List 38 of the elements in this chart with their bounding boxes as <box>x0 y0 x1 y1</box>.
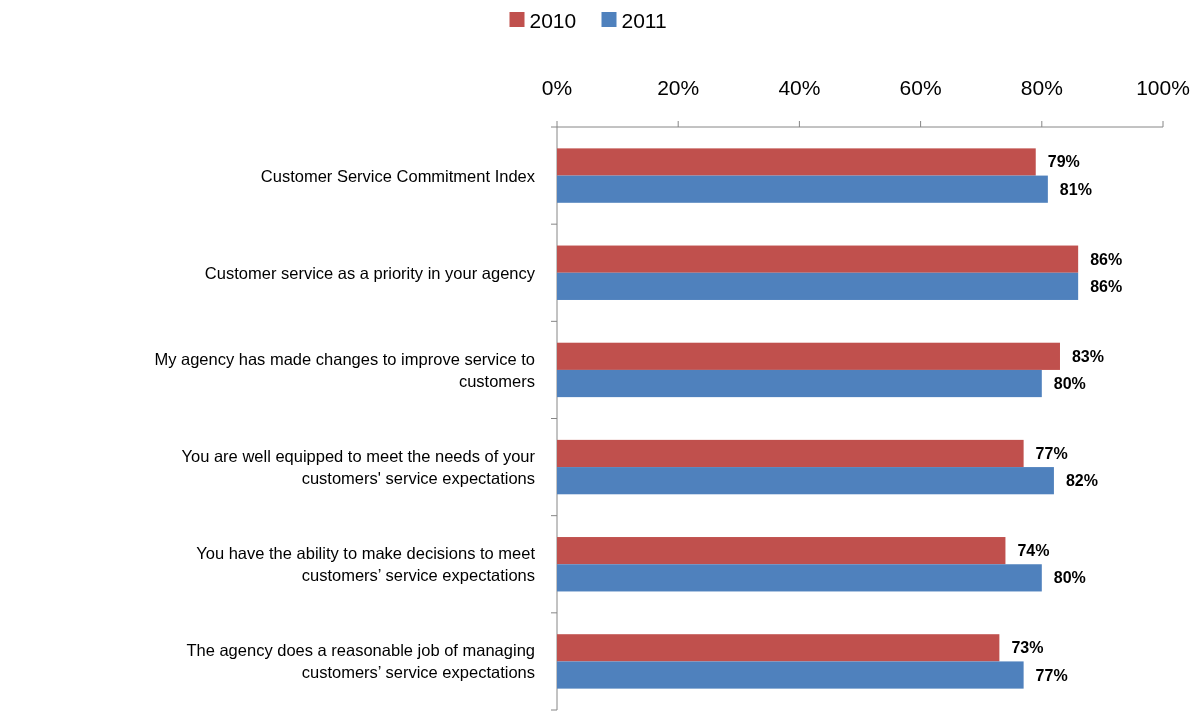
x-tick-label: 20% <box>657 76 700 99</box>
x-tick-label: 100% <box>1136 76 1190 99</box>
data-label: 80% <box>1053 569 1086 587</box>
y-tick-label: My agency has made changes to improve service to customers <box>154 349 535 390</box>
bar <box>557 342 1060 370</box>
bar <box>557 634 1000 662</box>
data-label: 77% <box>1035 444 1068 462</box>
bar <box>557 272 1079 300</box>
data-label: 74% <box>1017 542 1050 560</box>
x-tick-label: 60% <box>899 76 942 99</box>
x-tick-label: 80% <box>1020 76 1063 99</box>
bar <box>557 661 1024 689</box>
data-label: 81% <box>1059 180 1092 198</box>
data-label: 77% <box>1035 666 1068 684</box>
y-tick-label: Customer Service Commitment Index <box>260 166 536 185</box>
bar <box>557 148 1036 176</box>
x-tick-label: 40% <box>778 76 821 99</box>
bar <box>557 439 1024 468</box>
data-label: 79% <box>1047 153 1080 171</box>
bar <box>557 564 1042 592</box>
bar <box>557 245 1079 273</box>
data-label: 86% <box>1090 250 1123 268</box>
bar <box>557 537 1006 565</box>
data-label: 80% <box>1053 375 1086 393</box>
bar <box>557 467 1054 495</box>
y-tick-label: The agency does a reasonable job of managing customers’ service expectations <box>186 641 535 682</box>
y-tick-label: You have the ability to make decisions to meet customers’ service expectations <box>196 544 536 585</box>
bar <box>557 175 1048 203</box>
data-label: 86% <box>1090 277 1123 295</box>
data-label: 82% <box>1065 472 1098 490</box>
bar <box>557 369 1042 398</box>
x-tick-label: 0% <box>541 76 573 99</box>
legend-label: 2011 <box>621 8 667 32</box>
y-tick-label: Customer service as a priority in your agency <box>204 263 536 282</box>
y-tick-label: You are well equipped to meet the needs of your customers' service expectations <box>181 447 536 488</box>
data-label: 83% <box>1071 347 1105 365</box>
data-label: 73% <box>1011 639 1044 657</box>
legend-label: 2010 <box>529 8 577 32</box>
